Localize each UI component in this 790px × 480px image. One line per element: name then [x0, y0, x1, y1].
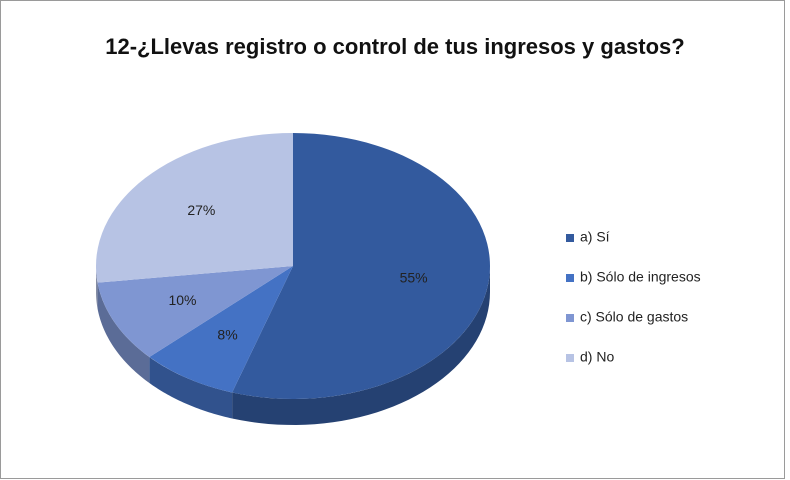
data-label: 8%	[217, 326, 237, 342]
pie-slice	[232, 133, 491, 400]
data-label: 55%	[400, 270, 428, 286]
data-label: 27%	[187, 202, 215, 218]
legend-swatch	[566, 234, 574, 242]
data-label: 10%	[168, 292, 196, 308]
legend-label: b) Sólo de ingresos	[580, 269, 701, 285]
legend-label: d) No	[580, 349, 614, 365]
legend-label: a) Sí	[580, 229, 610, 245]
legend-swatch	[566, 274, 574, 282]
legend-label: c) Sólo de gastos	[580, 309, 688, 325]
legend-swatch	[566, 314, 574, 322]
slice-side	[232, 266, 490, 425]
pie-slice	[97, 266, 293, 358]
chart-title: 12-¿Llevas registro o control de tus ing…	[105, 34, 685, 59]
legend-swatch	[566, 354, 574, 362]
slice-side	[97, 282, 150, 384]
pie-slice	[149, 266, 293, 393]
pie-slice	[96, 133, 293, 283]
slice-side	[96, 266, 98, 309]
slice-side	[149, 357, 233, 419]
